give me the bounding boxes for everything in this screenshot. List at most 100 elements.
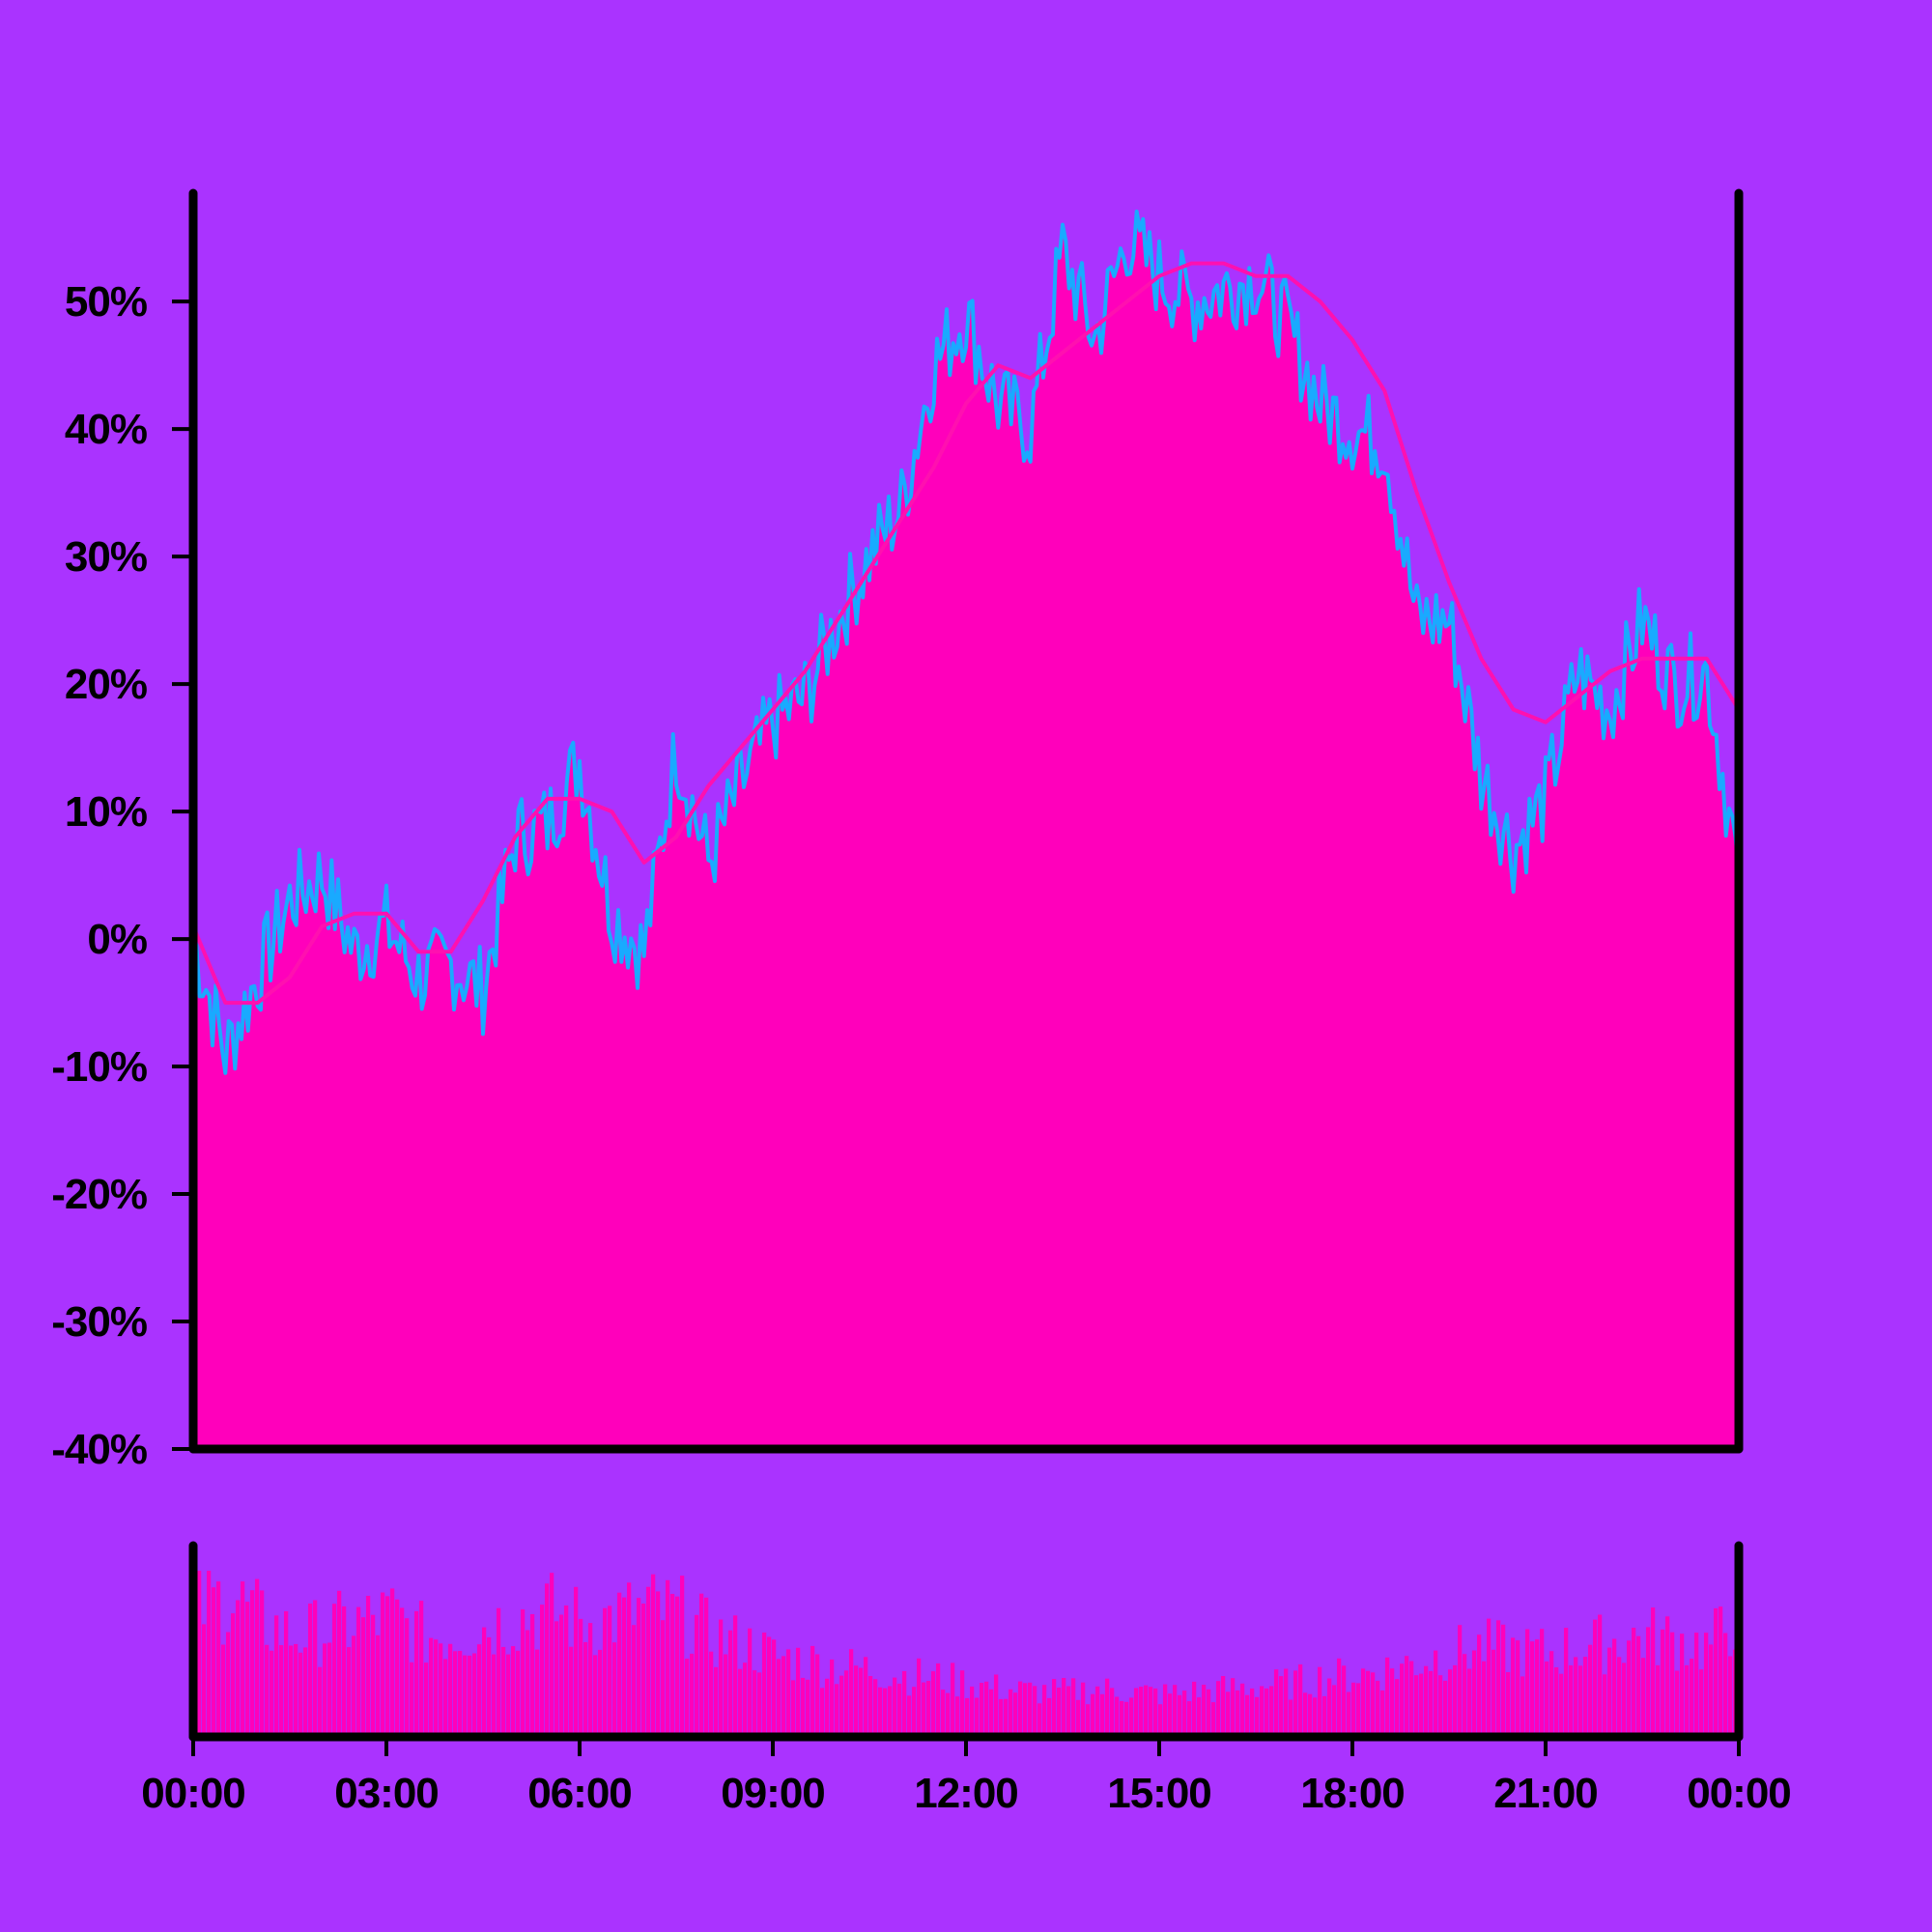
volume-bar xyxy=(559,1614,564,1733)
volume-bar xyxy=(772,1639,777,1733)
volume-bar xyxy=(1535,1639,1540,1733)
volume-bar xyxy=(728,1630,733,1733)
volume-bar xyxy=(1477,1634,1482,1733)
volume-bar xyxy=(521,1609,526,1733)
volume-bar xyxy=(1501,1624,1506,1733)
volume-bar xyxy=(221,1644,226,1733)
volume-bar xyxy=(356,1606,361,1733)
volume-bar xyxy=(1656,1664,1661,1733)
volume-bar xyxy=(284,1611,289,1733)
volume-bar xyxy=(603,1607,608,1733)
volume-bar xyxy=(806,1679,810,1733)
volume-bar xyxy=(955,1696,960,1733)
volume-bar xyxy=(1009,1689,1013,1733)
volume-bar xyxy=(298,1652,303,1733)
volume-bar xyxy=(1279,1676,1284,1733)
volume-bar xyxy=(458,1651,463,1733)
volume-bar xyxy=(400,1607,405,1733)
volume-bar xyxy=(1680,1634,1685,1733)
volume-bar xyxy=(980,1683,984,1733)
volume-bar xyxy=(796,1647,801,1733)
volume-bar xyxy=(656,1591,661,1733)
volume-bar xyxy=(342,1605,347,1733)
volume-bar xyxy=(941,1690,946,1733)
volume-bar xyxy=(680,1576,685,1733)
volume-bar xyxy=(830,1659,835,1733)
volume-bar xyxy=(1269,1686,1274,1733)
volume-bar xyxy=(598,1649,603,1733)
volume-bar xyxy=(1617,1657,1622,1733)
volume-bar xyxy=(516,1650,521,1733)
volume-bar xyxy=(738,1668,743,1733)
volume-bar xyxy=(641,1604,646,1733)
volume-bar xyxy=(1004,1698,1009,1733)
volume-bar xyxy=(1274,1669,1279,1733)
volume-bar xyxy=(893,1677,897,1733)
volume-bar xyxy=(1694,1633,1699,1733)
volume-bar xyxy=(1496,1620,1501,1733)
volume-bar xyxy=(1685,1664,1690,1733)
volume-bar xyxy=(1120,1701,1124,1733)
volume-bar xyxy=(1492,1649,1496,1733)
volume-bar xyxy=(1202,1685,1207,1733)
volume-bar xyxy=(1661,1629,1665,1733)
volume-bar xyxy=(767,1636,772,1733)
volume-bar xyxy=(366,1596,371,1733)
volume-bar xyxy=(810,1645,815,1733)
volume-bar xyxy=(868,1676,873,1733)
volume-bar xyxy=(250,1590,255,1733)
volume-bar xyxy=(376,1634,381,1733)
volume-bar xyxy=(236,1600,241,1733)
y-tick-label: -10% xyxy=(51,1043,147,1091)
y-tick-label: -30% xyxy=(51,1298,147,1346)
volume-bar xyxy=(1231,1678,1236,1733)
volume-bar xyxy=(1472,1650,1477,1733)
volume-bar xyxy=(1704,1633,1709,1733)
volume-bar xyxy=(318,1666,323,1733)
volume-bar xyxy=(332,1604,337,1733)
volume-bar xyxy=(1192,1681,1197,1733)
volume-bar xyxy=(231,1613,236,1733)
volume-bar xyxy=(970,1686,975,1733)
volume-bar xyxy=(1670,1632,1675,1733)
volume-bar xyxy=(1414,1675,1419,1733)
volume-bar xyxy=(1380,1690,1385,1733)
volume-bar xyxy=(381,1592,385,1733)
volume-bar xyxy=(1187,1701,1192,1733)
volume-bar xyxy=(1665,1616,1670,1733)
volume-bar xyxy=(1719,1606,1723,1733)
volume-bar xyxy=(1086,1704,1091,1733)
volume-bar xyxy=(849,1649,854,1733)
volume-bar xyxy=(1424,1665,1429,1733)
volume-bar xyxy=(1052,1679,1057,1733)
volume-bar xyxy=(781,1656,786,1733)
volume-bar xyxy=(1482,1661,1487,1733)
volume-bar xyxy=(593,1655,598,1733)
volume-bar xyxy=(704,1597,709,1733)
volume-bar xyxy=(564,1605,569,1733)
volume-bar xyxy=(1144,1685,1149,1733)
volume-bar xyxy=(511,1646,516,1733)
volume-bar xyxy=(1583,1657,1588,1733)
volume-bar xyxy=(1723,1633,1728,1733)
volume-bar xyxy=(753,1670,757,1733)
volume-bar xyxy=(535,1649,540,1733)
volume-bar xyxy=(733,1615,738,1733)
volume-bar xyxy=(1095,1686,1100,1733)
volume-bar xyxy=(294,1643,298,1733)
volume-bar xyxy=(984,1681,989,1733)
volume-bar xyxy=(212,1587,216,1733)
volume-bar xyxy=(1158,1704,1163,1733)
y-tick-label: 0% xyxy=(87,916,147,963)
volume-bar xyxy=(1264,1688,1269,1733)
volume-bar xyxy=(1298,1664,1303,1733)
y-axis: 50% 40% 30% 20% 10% 0% -10% -20% -30% -40% xyxy=(51,278,193,1473)
volume-bar xyxy=(931,1671,936,1733)
volume-bar xyxy=(347,1647,352,1733)
volume-bar xyxy=(241,1581,245,1733)
volume-bar xyxy=(279,1645,284,1733)
volume-bar xyxy=(999,1698,1004,1733)
volume-bar xyxy=(424,1662,429,1733)
volume-bar xyxy=(1434,1650,1438,1733)
volume-bar xyxy=(313,1600,318,1733)
